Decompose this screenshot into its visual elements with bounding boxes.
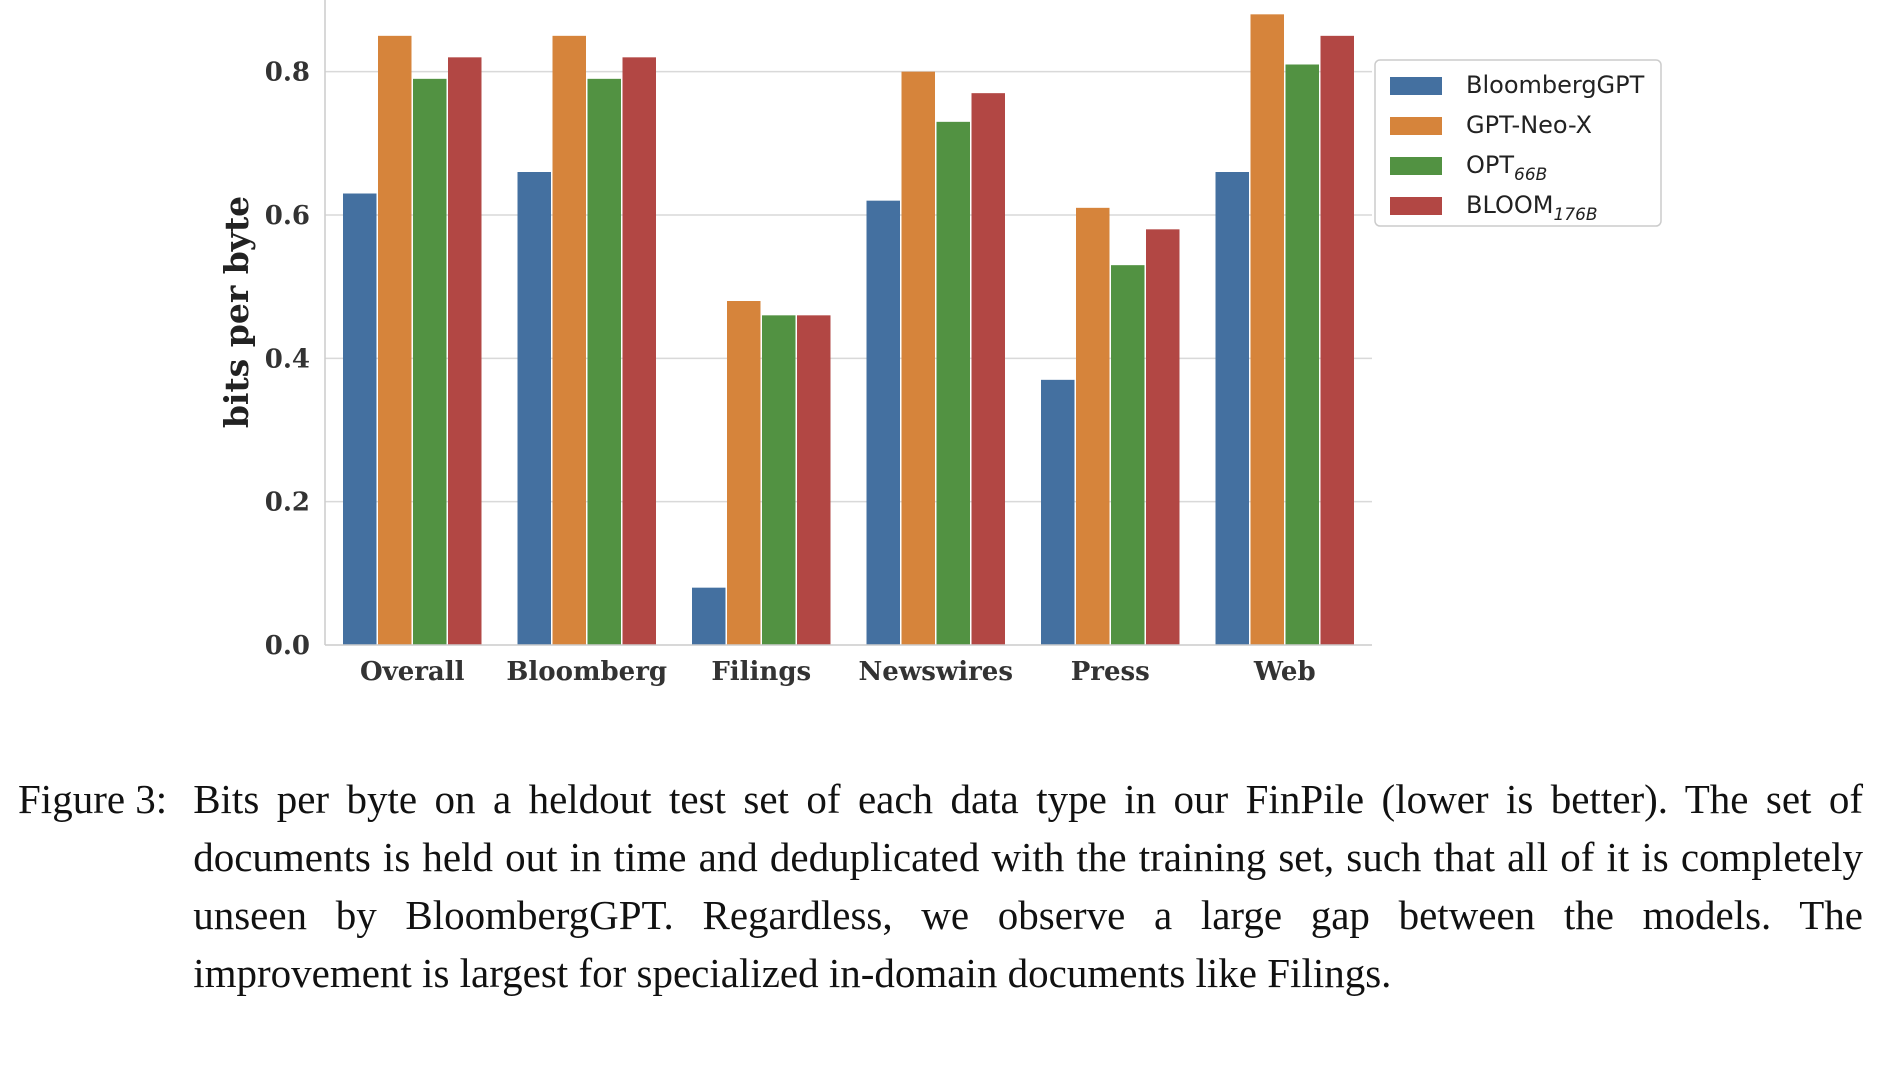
y-tick-label: 0.4 [265, 344, 310, 374]
y-tick-label: 0.2 [265, 488, 310, 518]
bar-overall-bloomberggpt [343, 193, 377, 645]
caption-label: Figure 3: [18, 776, 168, 822]
bar-press-bloomberggpt [1041, 379, 1075, 645]
bar-web-opt66b [1285, 64, 1319, 645]
bar-filings-gpt-neo-x [727, 301, 761, 645]
legend-item: OPT66B [1390, 151, 1547, 185]
x-tick-labels: Overall Bloomberg Filings Newswires Press Web [360, 657, 1316, 687]
legend-item: GPT-Neo-X [1390, 111, 1592, 139]
legend-item: BloombergGPT [1390, 71, 1645, 99]
y-tick-label: 0.8 [265, 58, 310, 88]
bars [343, 14, 1354, 646]
legend-label: BloombergGPT [1466, 71, 1645, 99]
bar-web-bloom176b [1320, 35, 1354, 646]
y-axis-label: bits per byte [217, 196, 256, 428]
bar-press-opt66b [1111, 265, 1145, 645]
legend-swatch [1390, 157, 1442, 175]
axes [324, 0, 1372, 646]
bar-web-gpt-neo-x [1250, 14, 1284, 646]
legend-label: OPT66B [1466, 151, 1547, 185]
bar-bloomberg-bloomberggpt [517, 172, 551, 645]
y-tick-label: 0.6 [265, 201, 310, 231]
y-tick-labels: 0.0 0.2 0.4 0.6 0.8 [265, 58, 310, 661]
bar-press-gpt-neo-x [1076, 207, 1110, 646]
grid-lines [325, 70, 1372, 503]
caption-text: Bits per byte on a heldout test set of e… [193, 776, 1863, 996]
legend-item: BLOOM176B [1390, 191, 1598, 225]
bar-newswires-gpt-neo-x [901, 71, 935, 645]
bar-filings-bloom176b [797, 315, 831, 645]
x-tick-label: Filings [711, 657, 811, 687]
y-tick-label: 0.0 [265, 631, 310, 661]
bar-bloomberg-opt66b [587, 78, 621, 646]
bar-press-bloom176b [1146, 229, 1180, 646]
bar-bloomberg-gpt-neo-x [552, 35, 586, 646]
bar-bloomberg-bloom176b [622, 57, 656, 646]
bar-filings-opt66b [762, 315, 796, 645]
legend-label: BLOOM176B [1466, 191, 1598, 225]
bar-newswires-bloom176b [971, 93, 1005, 645]
bar-filings-bloomberggpt [692, 587, 726, 645]
x-tick-label: Overall [360, 657, 465, 687]
x-tick-label: Newswires [859, 657, 1013, 687]
legend-swatch [1390, 197, 1442, 215]
legend-swatch [1390, 77, 1442, 95]
legend-swatch [1390, 117, 1442, 135]
bar-overall-bloom176b [448, 57, 482, 646]
bar-web-bloomberggpt [1215, 172, 1249, 645]
bar-newswires-bloomberggpt [866, 200, 900, 645]
bar-overall-opt66b [413, 78, 447, 646]
legend-label: GPT-Neo-X [1466, 111, 1592, 139]
figure-caption: Figure 3: Bits per byte on a heldout tes… [18, 770, 1863, 1002]
legend: BloombergGPT GPT-Neo-X OPT66B BLOOM176B [1374, 59, 1662, 227]
x-tick-label: Web [1253, 657, 1316, 687]
x-tick-label: Press [1071, 657, 1150, 687]
bar-newswires-opt66b [936, 121, 970, 646]
x-tick-label: Bloomberg [506, 657, 667, 687]
bar-chart: 0.0 0.2 0.4 0.6 0.8 Overall Bloomberg Filings N… [217, 0, 1662, 687]
bar-overall-gpt-neo-x [378, 35, 412, 646]
legend-frame [1374, 59, 1662, 227]
